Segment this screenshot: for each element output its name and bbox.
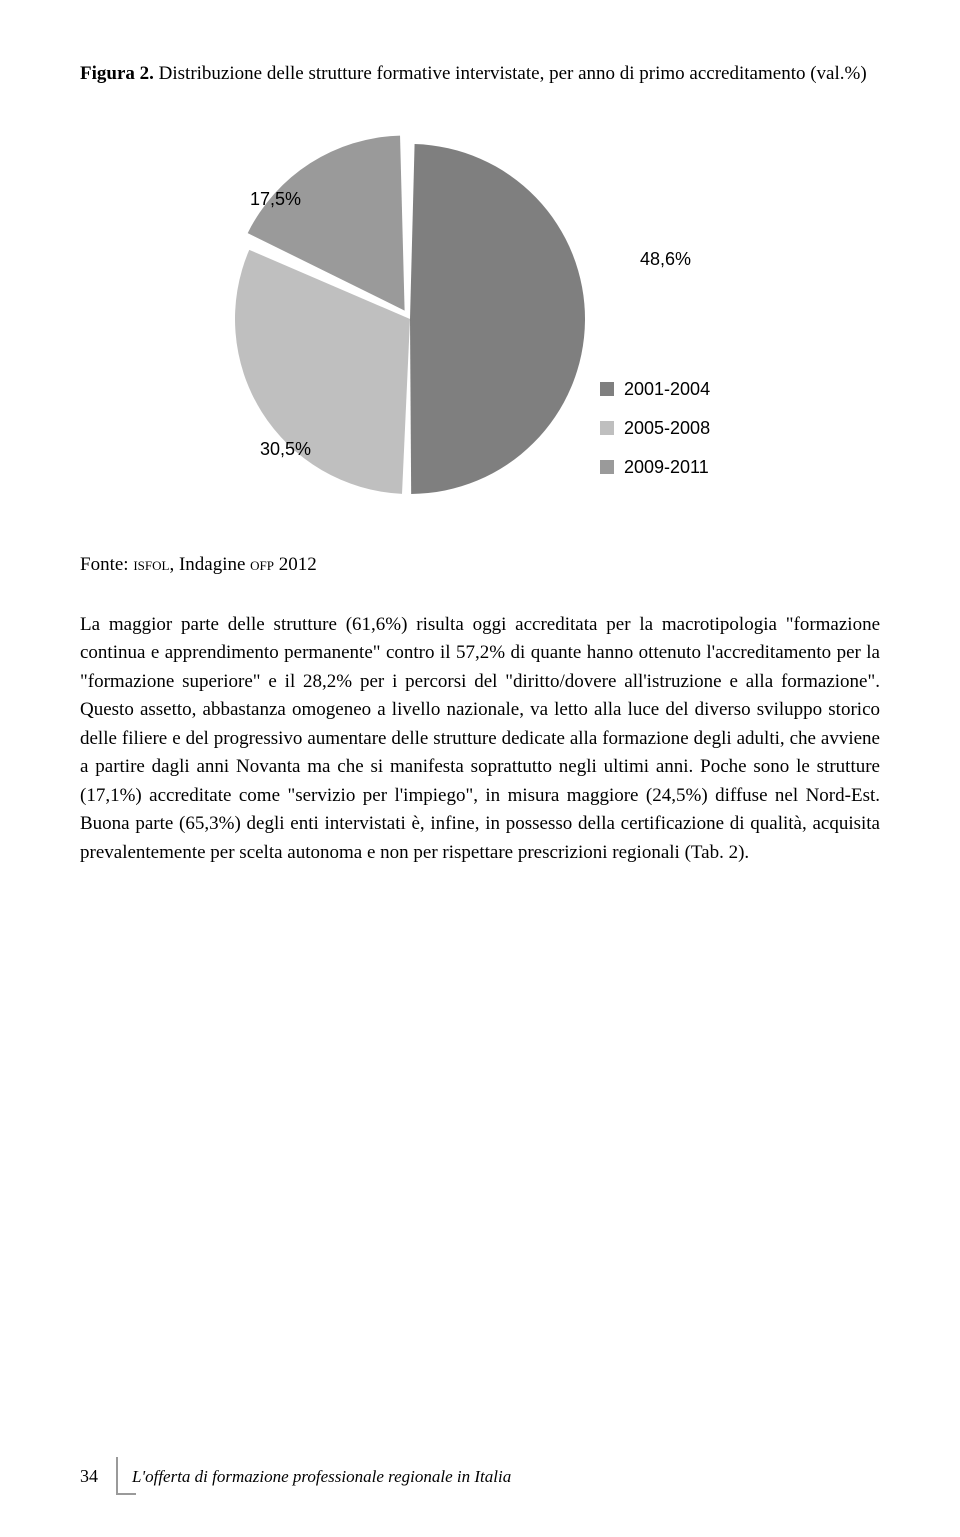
figure-source: Fonte: isfol, Indagine ofp 2012	[80, 554, 880, 576]
pie-chart: 48,6% 30,5% 17,5% 2001-2004 2005-2008 2009-2…	[80, 119, 880, 519]
pie-legend: 2001-2004 2005-2008 2009-2011	[600, 379, 710, 496]
legend-swatch	[600, 382, 614, 396]
legend-swatch	[600, 460, 614, 474]
legend-label: 2001-2004	[624, 379, 710, 400]
figure-label-bold: Figura 2.	[80, 63, 154, 84]
legend-row: 2001-2004	[600, 379, 710, 400]
footer-title: L'offerta di formazione professionale re…	[132, 1467, 511, 1487]
figure-label-rest: Distribuzione delle strutture formative …	[154, 63, 867, 84]
page-footer: 34 L'offerta di formazione professionale…	[80, 1451, 511, 1487]
body-paragraph: La maggior parte delle strutture (61,6%)…	[80, 611, 880, 868]
pie-slice-label: 48,6%	[640, 249, 691, 270]
footer-divider	[116, 1457, 118, 1493]
pie-slice	[410, 144, 585, 494]
pie-slice-label: 30,5%	[260, 439, 311, 460]
figure-caption: Figura 2. Distribuzione delle strutture …	[80, 60, 880, 89]
legend-label: 2009-2011	[624, 457, 709, 478]
legend-row: 2005-2008	[600, 418, 710, 439]
legend-label: 2005-2008	[624, 418, 710, 439]
legend-swatch	[600, 421, 614, 435]
legend-row: 2009-2011	[600, 457, 710, 478]
page-number: 34	[80, 1466, 98, 1487]
pie-slice-label: 17,5%	[250, 189, 301, 210]
